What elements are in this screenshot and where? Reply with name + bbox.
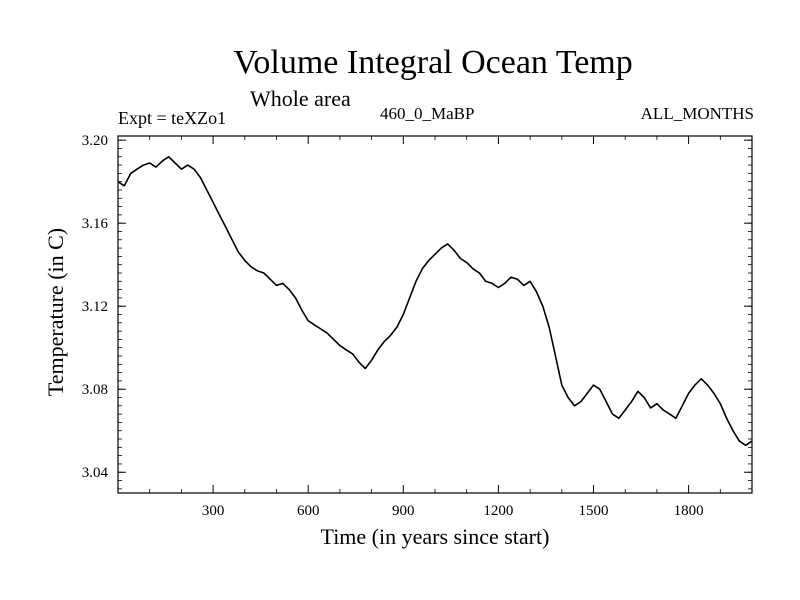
chart-title: Volume Integral Ocean Temp [233, 44, 633, 81]
x-tick-label: 600 [297, 503, 320, 519]
x-tick-label: 900 [392, 503, 415, 519]
y-tick-label: 3.20 [82, 133, 108, 149]
axes: 3.04 3.08 3.12 3.16 3.20 300 600 900 1200 1500 180… [82, 133, 752, 519]
x-tick-label: 1500 [579, 503, 609, 519]
months-label: ALL_MONTHS [640, 104, 754, 123]
series-line [117, 156, 753, 447]
x-axis-label: Time (in years since start) [320, 524, 550, 549]
x-tick-label: 1200 [483, 503, 513, 519]
y-tick-label: 3.12 [82, 299, 108, 315]
x-tick-label: 300 [202, 503, 225, 519]
period-label: 460_0_MaBP [380, 104, 475, 123]
chart-subtitle: Whole area [250, 86, 351, 111]
series-layer [117, 156, 753, 447]
y-tick-label: 3.16 [82, 216, 109, 232]
x-tick-label: 1800 [674, 503, 704, 519]
plot-frame [117, 135, 753, 494]
y-tick-label: 3.04 [82, 465, 109, 481]
y-tick-label: 3.08 [82, 382, 108, 398]
experiment-label: Expt = teXZo1 [118, 108, 227, 128]
